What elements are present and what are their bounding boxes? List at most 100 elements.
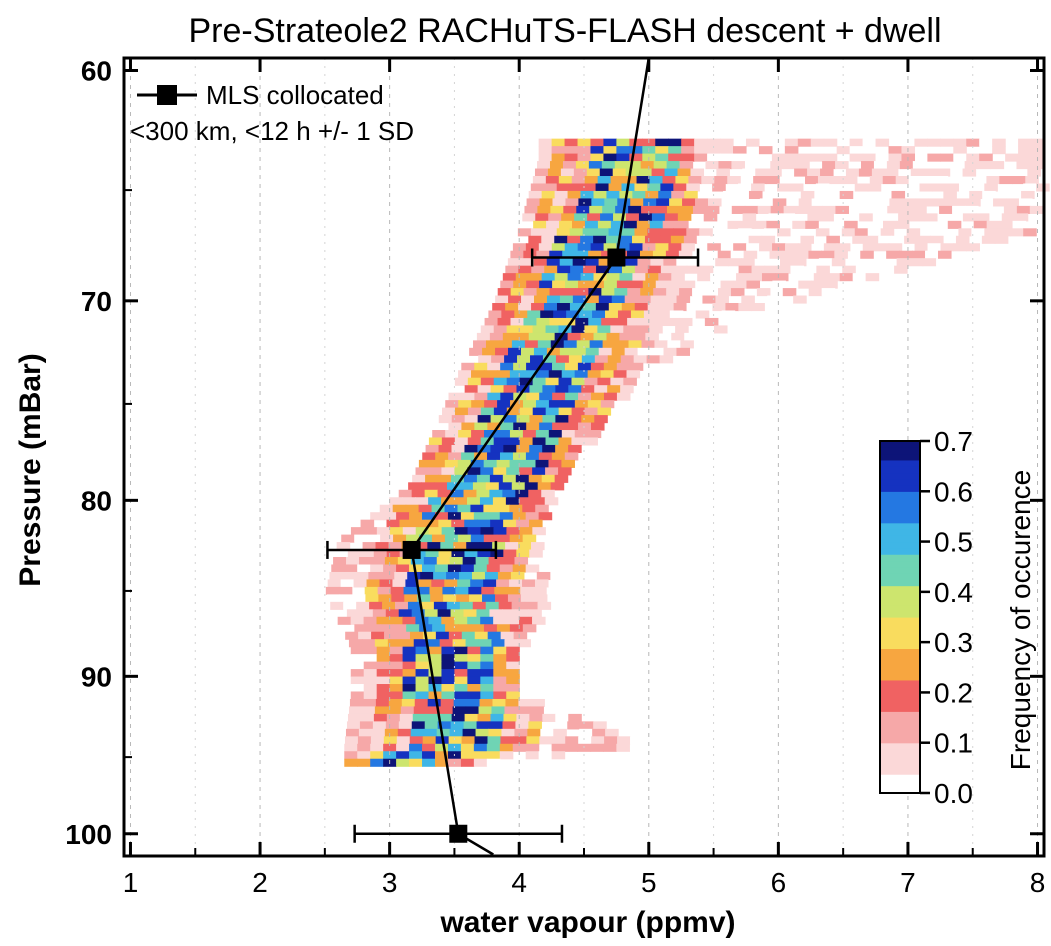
heatmap-cell (508, 295, 522, 304)
heatmap-cell (460, 743, 475, 752)
heatmap-cell (676, 295, 691, 304)
heatmap-cell (456, 594, 470, 603)
heatmap-cell (730, 288, 745, 297)
heatmap-cell (438, 415, 453, 424)
heatmap-cell (531, 698, 545, 708)
heatmap-cell (411, 489, 426, 498)
heatmap-cell (360, 713, 375, 722)
heatmap-cell (570, 265, 584, 274)
heatmap-cell (637, 347, 652, 356)
heatmap-cell (505, 303, 519, 312)
heatmap-cell (506, 646, 520, 655)
heatmap-cell (520, 586, 534, 595)
heatmap-cell (393, 534, 407, 543)
heatmap-cell (535, 504, 549, 513)
heatmap-cell (381, 571, 395, 581)
heatmap-cell (545, 176, 560, 185)
heatmap-cell (515, 273, 530, 282)
heatmap-cell (522, 213, 536, 222)
heatmap-cell (559, 220, 573, 229)
heatmap-cell (359, 557, 373, 566)
heatmap-cell (581, 415, 595, 424)
heatmap-cell (384, 557, 399, 566)
heatmap-cell (862, 153, 877, 162)
heatmap-cell (458, 400, 472, 409)
heatmap-cell (590, 362, 605, 371)
heatmap-cell (350, 654, 365, 663)
heatmap-cell (681, 280, 696, 289)
heatmap-cell (575, 288, 590, 297)
heatmap-cell (461, 631, 476, 640)
heatmap-cell (394, 571, 408, 581)
heatmap-cell (431, 534, 446, 543)
heatmap-cell (513, 280, 527, 289)
heatmap-cell (649, 176, 664, 185)
heatmap-cell (815, 228, 830, 237)
heatmap-cell (496, 534, 511, 543)
heatmap-cell (620, 385, 634, 394)
heatmap-cell (389, 646, 404, 655)
heatmap-cell (376, 684, 391, 693)
heatmap-cell (595, 183, 610, 192)
heatmap-cell (704, 250, 719, 259)
heatmap-cell (650, 295, 665, 304)
heatmap-cell (499, 564, 514, 573)
heatmap-cell (447, 564, 462, 573)
heatmap-cell (979, 138, 993, 147)
heatmap-cell (593, 190, 608, 200)
heatmap-cell (611, 347, 626, 356)
heatmap-cell (992, 138, 1006, 147)
heatmap-cell (476, 332, 491, 341)
heatmap-cell (707, 138, 721, 147)
heatmap-cell (679, 205, 694, 214)
heatmap-cell (345, 631, 359, 640)
x-tick-label: 1 (123, 867, 139, 898)
heatmap-cell (798, 198, 813, 207)
heatmap-cell (435, 631, 450, 640)
heatmap-cell (859, 213, 873, 222)
heatmap-cell (515, 489, 529, 498)
heatmap-cell (444, 534, 459, 543)
heatmap-cell (670, 235, 685, 244)
heatmap-cell (509, 534, 524, 543)
heatmap-cell (543, 228, 558, 237)
heatmap-cell (415, 669, 430, 678)
heatmap-cell (396, 758, 410, 767)
heatmap-cell (376, 669, 391, 678)
heatmap-cell (629, 280, 644, 289)
heatmap-cell (421, 564, 436, 573)
heatmap-cell (563, 340, 578, 349)
heatmap-cell (478, 639, 493, 648)
heatmap-cell (534, 168, 549, 177)
heatmap-cell (590, 138, 605, 147)
heatmap-cell (506, 654, 520, 663)
heatmap-cell (480, 527, 495, 536)
heatmap-cell (710, 273, 724, 282)
heatmap-cell (749, 273, 763, 282)
heatmap-cell (652, 250, 667, 259)
heatmap-cell (480, 467, 494, 476)
heatmap-cell (404, 594, 418, 603)
heatmap-cell (608, 183, 623, 192)
heatmap-cell (441, 527, 456, 536)
heatmap-cell (354, 534, 368, 543)
heatmap-cell (427, 698, 442, 708)
heatmap-cell (584, 377, 599, 386)
heatmap-cell (720, 153, 734, 162)
y-tick-label: 90 (81, 661, 112, 692)
colorbar-segment (880, 635, 920, 643)
heatmap-cell (425, 549, 440, 558)
heatmap-cell (535, 213, 549, 222)
heatmap-cell (372, 721, 387, 730)
chart-title: Pre-Strateole2 RACHuTS-FLASH descent + d… (188, 12, 941, 50)
heatmap-cell (370, 564, 384, 573)
heatmap-cell (403, 586, 418, 595)
heatmap-cell (686, 183, 700, 192)
heatmap-cell (659, 355, 674, 364)
heatmap-cell (546, 295, 561, 304)
heatmap-cell (664, 213, 679, 222)
heatmap-cell (349, 698, 364, 708)
heatmap-cell (441, 437, 456, 446)
colorbar-segment (880, 686, 920, 694)
heatmap-cell (610, 220, 625, 229)
